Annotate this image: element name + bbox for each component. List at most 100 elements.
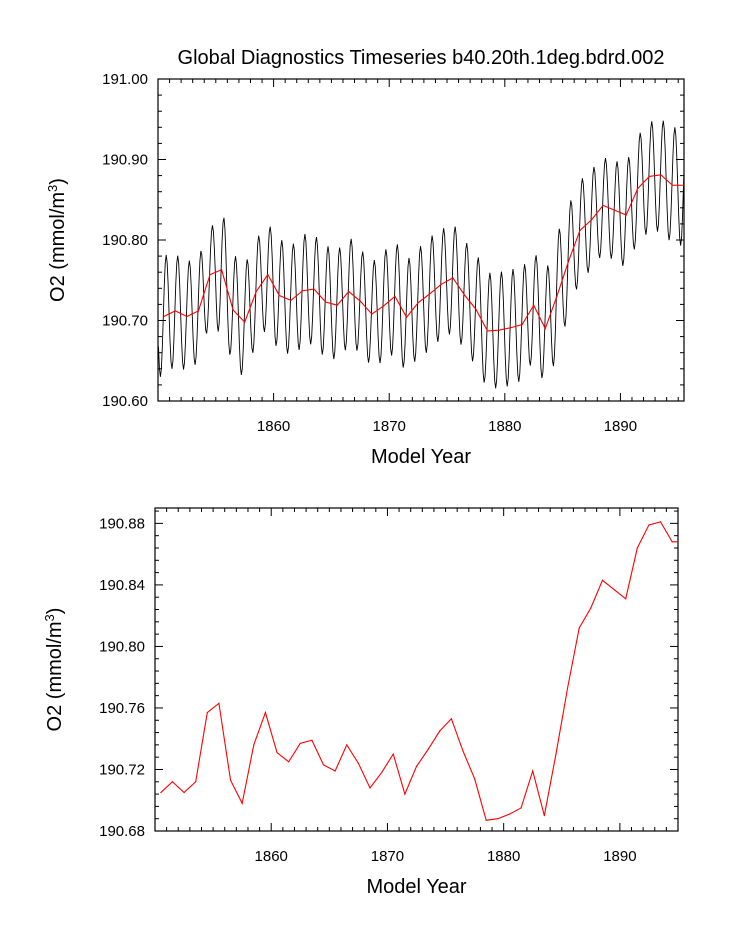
plot-frame	[157, 78, 685, 402]
annual-point	[357, 762, 359, 764]
annual-point	[671, 541, 673, 543]
annual-point	[229, 779, 232, 781]
annual-point	[556, 295, 558, 297]
annual-point	[394, 295, 396, 297]
annual-point	[253, 744, 255, 746]
series-annual-line	[163, 174, 684, 332]
annual-point	[614, 209, 616, 211]
y-tick-label: 190.72	[99, 761, 145, 778]
annual-point	[276, 751, 278, 754]
annual-point	[415, 765, 418, 768]
y-tick-label: 190.68	[99, 823, 145, 840]
annual-point	[174, 310, 176, 312]
annual-point	[301, 290, 304, 292]
annual-point	[508, 813, 511, 815]
annual-point	[625, 598, 627, 600]
annual-point	[404, 793, 406, 795]
y-axis-label: O2 (mmol/m3)	[42, 608, 66, 732]
annual-point	[322, 764, 325, 766]
annual-point	[313, 288, 315, 290]
annual-point	[429, 293, 431, 295]
annual-point	[299, 742, 301, 744]
annual-point	[590, 219, 593, 221]
annual-point	[579, 229, 581, 231]
annual-point	[186, 315, 188, 318]
annual-point	[218, 702, 220, 704]
annual-point	[601, 579, 604, 581]
annual-point	[660, 174, 662, 176]
annual-point	[578, 627, 580, 629]
annual-point	[648, 175, 650, 178]
annual-point	[440, 283, 442, 285]
bottom-panel: 1860 1870 1880 1890 190.68 190.72 190.76 190.80…	[42, 507, 684, 898]
annual-point	[278, 294, 280, 297]
y-tick-label: 190.90	[102, 152, 148, 169]
annual-point	[544, 327, 546, 330]
x-tick-label: 1890	[603, 848, 636, 865]
annual-point	[325, 301, 327, 303]
annual-point	[648, 524, 650, 526]
annual-point	[659, 521, 662, 523]
series-annual-line	[160, 521, 678, 821]
annual-point	[195, 781, 197, 783]
annual-point	[463, 294, 465, 296]
annual-point	[183, 791, 185, 794]
x-tick-label: 1880	[488, 418, 521, 435]
plot-frame	[154, 507, 679, 832]
annual-point	[452, 277, 454, 279]
annual-point	[636, 547, 638, 549]
annual-point	[498, 329, 500, 331]
annual-point	[171, 781, 174, 783]
y-axis-label: O2 (mmol/m3)	[45, 178, 69, 302]
annual-point	[450, 718, 452, 720]
annual-point	[405, 316, 408, 318]
annual-point	[392, 753, 394, 755]
annual-point	[683, 184, 684, 186]
annual-point	[521, 323, 523, 326]
x-axis-label: Model Year	[371, 446, 471, 468]
annual-point	[509, 327, 512, 329]
annual-point	[160, 791, 162, 794]
annual-point	[381, 771, 383, 774]
annual-point	[206, 711, 208, 714]
annual-point	[683, 541, 684, 542]
annual-point	[290, 299, 292, 301]
annual-point	[532, 770, 534, 772]
annual-point	[520, 807, 522, 809]
annual-point	[244, 321, 246, 323]
annual-point	[346, 744, 348, 746]
y-tick-label: 190.84	[99, 577, 145, 594]
x-tick-label: 1880	[487, 848, 520, 865]
annual-point	[264, 711, 267, 714]
chart-title: Global Diagnostics Timeseries b40.20th.1…	[178, 47, 665, 69]
annual-point	[163, 315, 165, 318]
x-tick-label: 1860	[255, 848, 288, 865]
annual-point	[486, 330, 489, 332]
annual-point	[417, 302, 419, 304]
y-tick-label: 190.80	[99, 638, 145, 655]
annual-point	[311, 739, 313, 741]
annual-point	[474, 778, 476, 780]
annual-point	[671, 184, 674, 186]
annual-point	[637, 187, 639, 190]
annual-point	[267, 274, 269, 276]
annual-point	[475, 308, 477, 310]
annual-point	[462, 750, 464, 752]
annual-point	[382, 305, 385, 307]
y-tick-label: 190.88	[99, 515, 145, 532]
annual-point	[602, 204, 604, 206]
annual-point	[567, 261, 570, 263]
annual-point	[348, 290, 350, 293]
annual-point	[359, 300, 361, 302]
top-panel: 1860 1870 1880 1890 190.60 190.70 190.80 190.90…	[45, 71, 685, 468]
annual-point	[497, 818, 499, 820]
annual-point	[566, 687, 569, 689]
annual-point	[371, 313, 373, 315]
annual-point	[369, 787, 371, 789]
annual-point	[590, 607, 592, 609]
annual-point	[288, 761, 290, 763]
annual-point	[613, 588, 615, 591]
annual-point	[543, 815, 545, 817]
y-tick-label: 190.80	[102, 232, 148, 249]
